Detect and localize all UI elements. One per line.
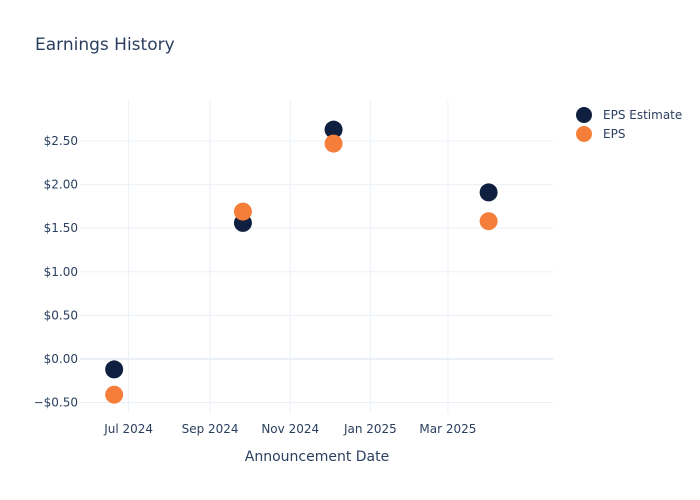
y-tick-label: $1.50 [44,221,78,235]
y-tick-label: −$0.50 [34,396,78,410]
gridlines [80,100,553,413]
legend-marker [576,107,592,123]
y-tick-label: $0.50 [44,308,78,322]
y-tick-label: $2.50 [44,134,78,148]
legend-label: EPS [603,127,625,141]
x-tick-label: Jan 2025 [343,422,397,436]
eps-point[interactable] [105,385,124,404]
x-tick-label: Sep 2024 [182,422,239,436]
legend[interactable]: EPS Estimate EPS [576,107,682,142]
x-tick-label: Jul 2024 [103,422,153,436]
x-axis-ticks: Jul 2024 Sep 2024 Nov 2024 Jan 2025 Mar 2025 [103,422,476,436]
x-axis-title: Announcement Date [245,449,389,465]
legend-marker [576,126,592,142]
eps-estimate-point[interactable] [479,183,498,202]
eps-point[interactable] [479,212,498,231]
legend-item[interactable]: EPS Estimate [576,107,682,123]
y-tick-label: $0.00 [44,352,78,366]
eps-point[interactable] [324,134,343,153]
chart-title: Earnings History [35,35,175,55]
eps-point[interactable] [233,202,252,221]
eps-estimate-point[interactable] [324,120,343,139]
y-tick-label: $1.00 [44,265,78,279]
eps-estimate-point[interactable] [105,360,124,379]
x-tick-label: Mar 2025 [419,422,476,436]
legend-item[interactable]: EPS [576,126,625,142]
legend-label: EPS Estimate [603,108,682,122]
x-tick-label: Nov 2024 [261,422,319,436]
y-tick-label: $2.00 [44,178,78,192]
data-points [105,120,498,404]
y-axis-ticks: −$0.50 $0.00 $0.50 $1.00 $1.50 $2.00 $2.50 [34,134,78,410]
